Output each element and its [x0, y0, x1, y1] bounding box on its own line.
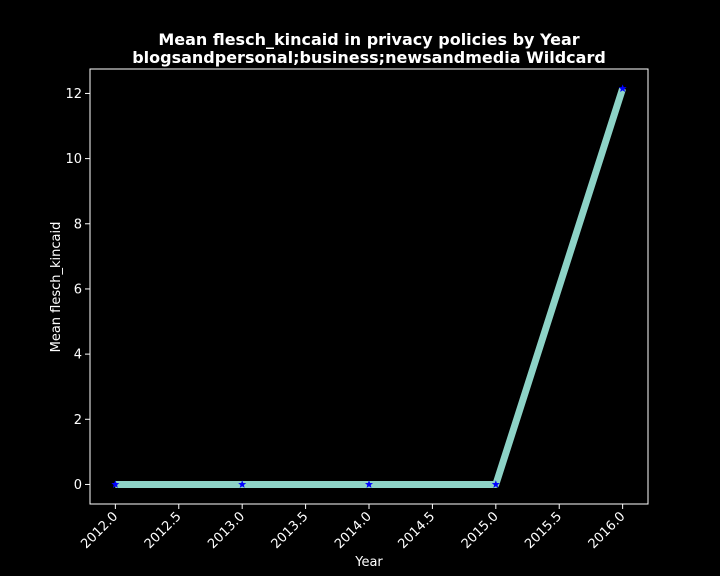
y-axis: 0 2 4 6 8 10 12	[65, 87, 90, 493]
x-tick-label: 2013.5	[269, 509, 312, 552]
x-tick-label: 2014.5	[395, 509, 438, 552]
data-point-star-marker	[238, 480, 247, 488]
x-axis: 2012.0 2012.5 2013.0 2013.5 2014.0 2014.5 2015…	[78, 504, 628, 552]
x-tick-label: 2012.0	[78, 509, 121, 552]
series-layer	[111, 84, 627, 488]
x-tick-label: 2015.0	[459, 509, 502, 552]
plot-area-frame	[89, 68, 649, 505]
data-point-star-marker	[491, 480, 500, 488]
x-tick-label: 2012.5	[142, 509, 185, 552]
chart-subtitle: blogsandpersonal;business;newsandmedia W…	[132, 48, 606, 67]
x-tick-label: 2016.0	[586, 509, 629, 552]
series-line	[115, 87, 626, 488]
x-axis-label: Year	[354, 555, 383, 570]
data-point-star-marker	[618, 84, 627, 92]
x-tick-label: 2014.0	[332, 509, 375, 552]
y-axis-label: Mean flesch_kincaid	[49, 222, 64, 353]
y-tick-label: 0	[74, 478, 82, 493]
y-tick-label: 4	[74, 348, 82, 363]
y-tick-label: 2	[74, 413, 82, 428]
x-tick-label: 2015.5	[522, 509, 565, 552]
data-point-star-marker	[365, 480, 373, 488]
y-tick-label: 6	[74, 282, 82, 297]
y-tick-label: 10	[65, 152, 82, 167]
y-tick-label: 8	[74, 217, 82, 232]
chart-title: Mean flesch_kincaid in privacy policies …	[158, 30, 579, 49]
data-point-star-marker	[111, 480, 120, 488]
y-tick-label: 12	[65, 87, 82, 102]
x-tick-label: 2013.0	[205, 509, 248, 552]
